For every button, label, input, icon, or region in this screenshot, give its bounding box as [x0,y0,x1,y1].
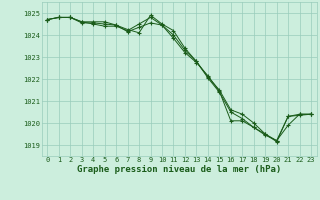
X-axis label: Graphe pression niveau de la mer (hPa): Graphe pression niveau de la mer (hPa) [77,165,281,174]
